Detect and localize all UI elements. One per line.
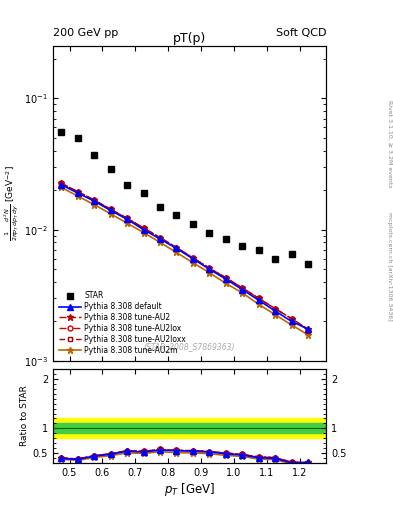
Bar bbox=[53, 423, 326, 434]
Text: Rivet 3.1.10, ≥ 3.2M events: Rivet 3.1.10, ≥ 3.2M events bbox=[387, 99, 392, 187]
Text: 200 GeV pp: 200 GeV pp bbox=[53, 28, 118, 38]
Text: mcplots.cern.ch [arXiv:1306.3436]: mcplots.cern.ch [arXiv:1306.3436] bbox=[387, 212, 392, 321]
Title: pT(p): pT(p) bbox=[173, 32, 206, 45]
Y-axis label: $\frac{1}{2\pi p_T}\frac{d^2N}{dp_T\,dy}$ [GeV$^{-2}$]: $\frac{1}{2\pi p_T}\frac{d^2N}{dp_T\,dy}… bbox=[3, 165, 22, 242]
Legend: STAR, Pythia 8.308 default, Pythia 8.308 tune-AU2, Pythia 8.308 tune-AU2lox, Pyt: STAR, Pythia 8.308 default, Pythia 8.308… bbox=[57, 289, 188, 357]
Text: Soft QCD: Soft QCD bbox=[276, 28, 326, 38]
Y-axis label: Ratio to STAR: Ratio to STAR bbox=[20, 386, 29, 446]
Bar bbox=[53, 418, 326, 438]
Text: (STAR_2008_S7869363): (STAR_2008_S7869363) bbox=[144, 343, 235, 352]
X-axis label: $p_T$ [GeV]: $p_T$ [GeV] bbox=[164, 481, 215, 498]
